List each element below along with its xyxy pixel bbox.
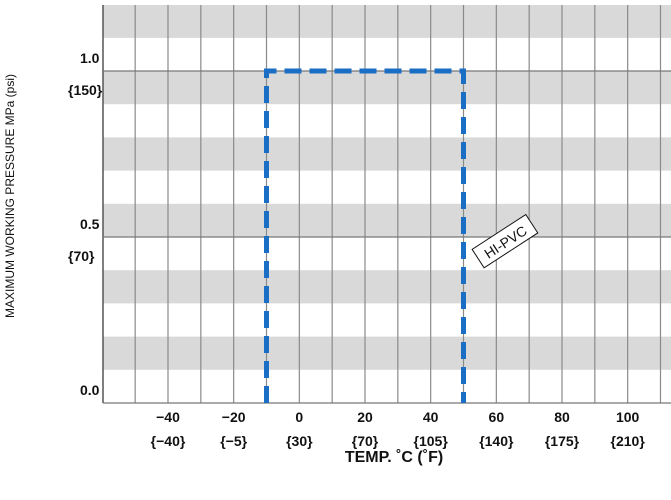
x-tick-label: 80 — [554, 409, 570, 425]
grid-band — [103, 71, 671, 105]
grid-bands — [103, 5, 671, 370]
x-tick-label: 40 — [423, 409, 439, 425]
x-tick-label-secondary: {−5} — [220, 433, 247, 449]
x-tick-label: 60 — [489, 409, 505, 425]
y-tick-label: 1.0 — [80, 50, 100, 66]
grid-band — [103, 336, 671, 370]
grid-band — [103, 5, 671, 38]
x-tick-label-secondary: {30} — [286, 433, 313, 449]
x-tick-label: 0 — [295, 409, 303, 425]
y-tick-label-secondary: {70} — [68, 248, 95, 264]
x-tick-label: 100 — [616, 409, 640, 425]
x-tick-label-secondary: {210} — [611, 433, 646, 449]
x-tick-label-secondary: {175} — [545, 433, 580, 449]
grid-band — [103, 203, 671, 237]
annotation-box — [471, 213, 539, 269]
x-tick-label-secondary: {105} — [414, 433, 449, 449]
y-tick-label: 0.0 — [80, 382, 100, 398]
x-tick-label-secondary: {70} — [352, 433, 379, 449]
x-tick-label: −40 — [156, 409, 180, 425]
y-tick-labels: 1.0 {150} 0.5 {70} 0.0 — [68, 50, 103, 398]
grid-band — [103, 270, 671, 304]
grid-band — [103, 137, 671, 171]
x-tick-label: 20 — [357, 409, 373, 425]
series-line-hi-pvc — [264, 68, 466, 403]
x-axis-title: TEMP. ˚C (˚F) — [345, 449, 443, 466]
series-layer — [264, 68, 466, 403]
y-axis-title: MAXIMUM WORKING PRESSURE MPa (psi) — [3, 74, 17, 318]
x-tick-labels: −40 {−40} −20 {−5} 0 {30} 20 {70} 40 {105} 60 {140}… — [151, 409, 646, 449]
x-tick-label-secondary: {−40} — [151, 433, 186, 449]
y-tick-label: 0.5 — [80, 216, 100, 232]
y-tick-label-secondary: {150} — [68, 82, 103, 98]
x-tick-label: −20 — [222, 409, 246, 425]
x-tick-label-secondary: {140} — [479, 433, 514, 449]
